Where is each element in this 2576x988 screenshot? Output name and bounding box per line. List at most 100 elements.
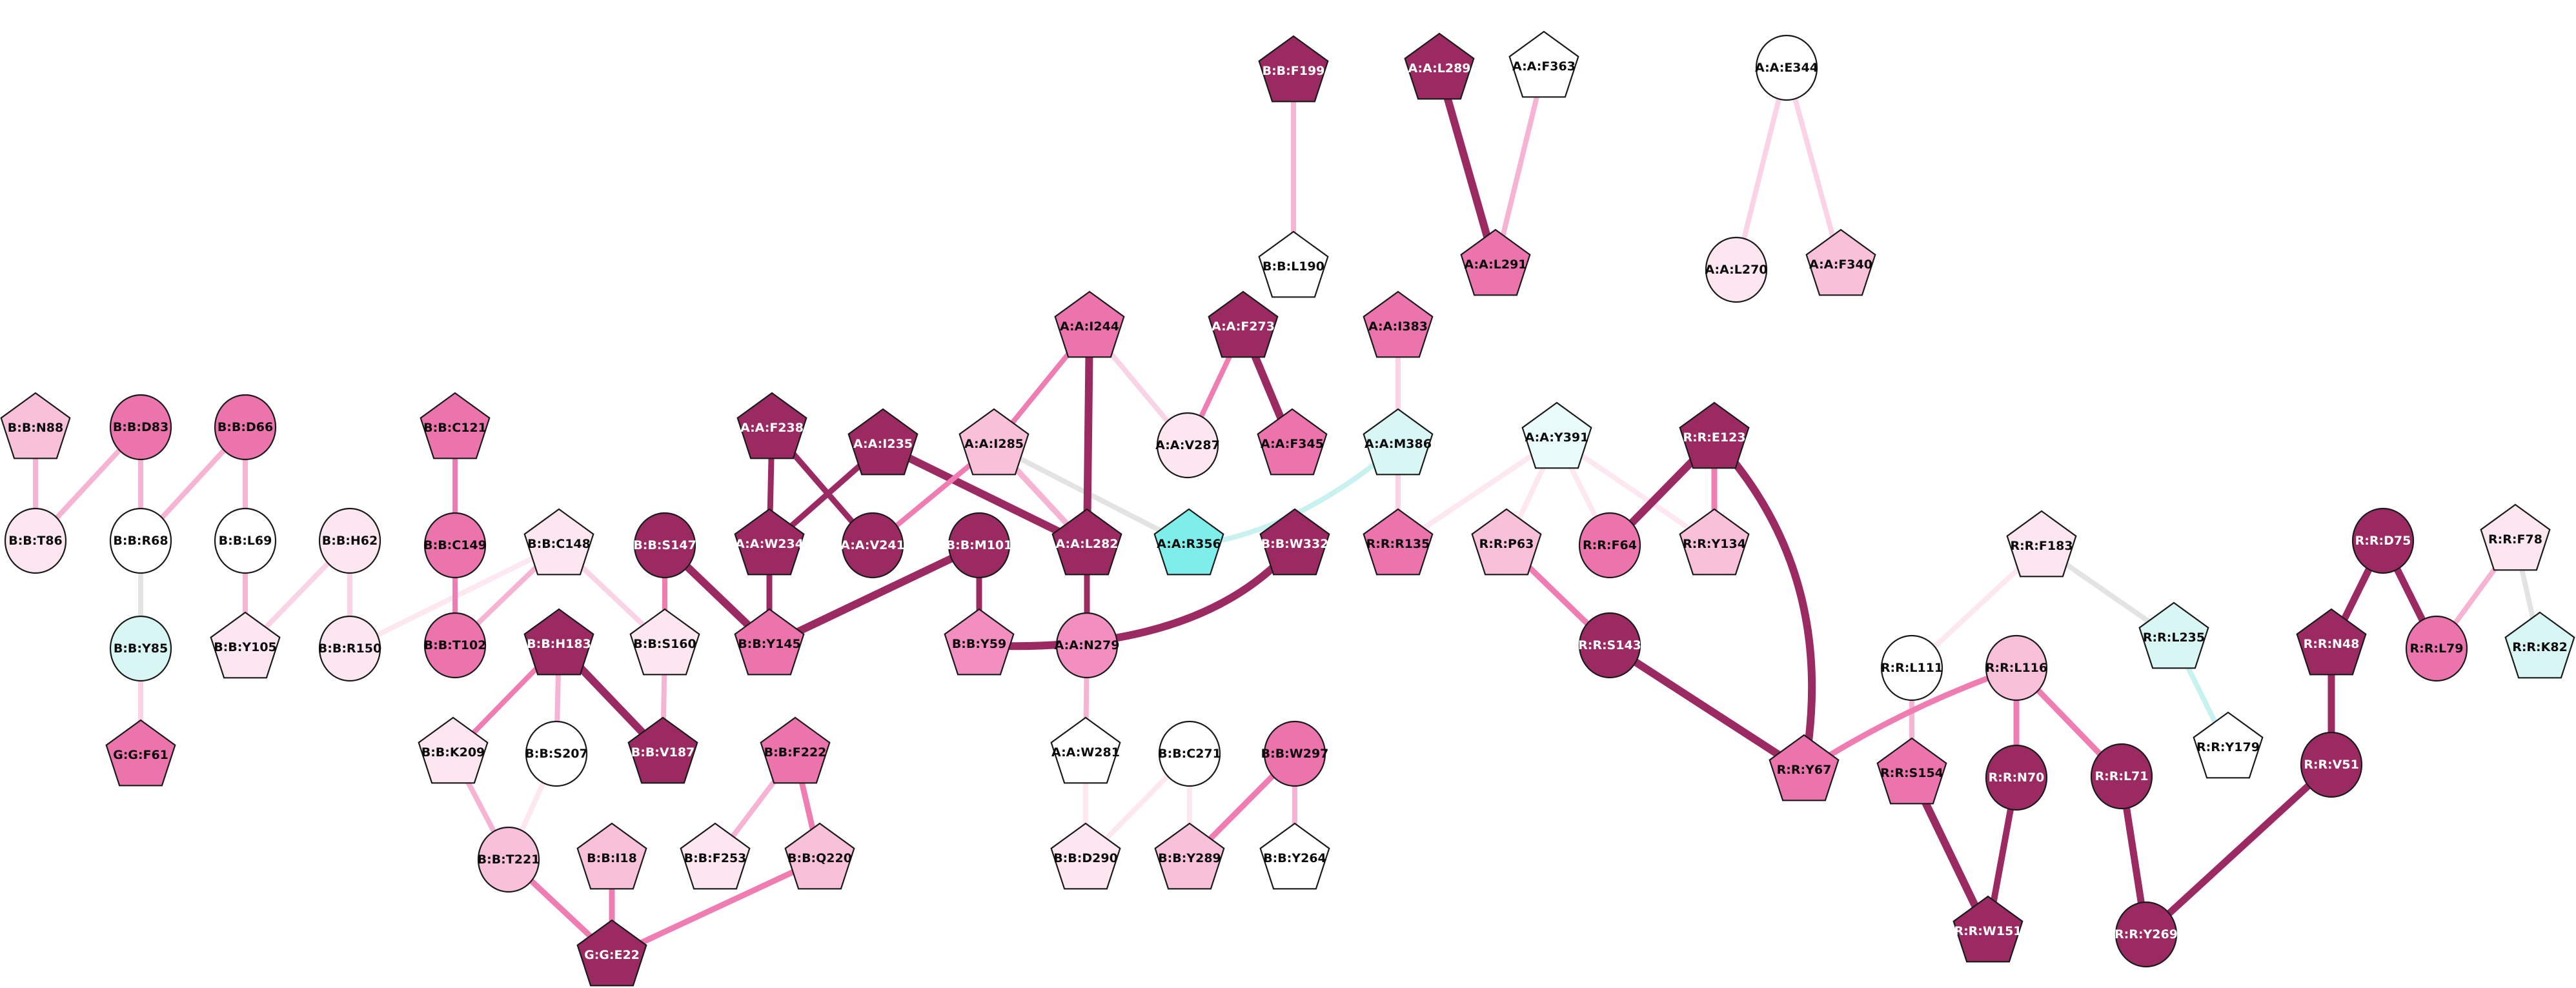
pentagon-node-shape <box>680 822 751 890</box>
pentagon-node-shape <box>958 408 1029 476</box>
node-A:A:W281[interactable]: A:A:W281 <box>1050 716 1121 784</box>
node-B:B:S147[interactable]: B:B:S147 <box>633 512 696 579</box>
pentagon-node-shape <box>1404 32 1475 100</box>
node-layer: B:B:F199 B:B:L190 A:A:L289 A:A:F363 A:A:L291… <box>0 30 2575 987</box>
node-R:R:Y179[interactable]: R:R:Y179 <box>2193 711 2264 779</box>
node-A:A:L270[interactable]: A:A:L270 <box>1705 236 1768 303</box>
node-A:A:F340[interactable]: A:A:F340 <box>1805 228 1876 296</box>
node-A:A:Y391[interactable]: A:A:Y391 <box>1521 401 1592 469</box>
node-A:A:V241[interactable]: A:A:V241 <box>840 512 905 579</box>
node-B:B:H183[interactable]: B:B:H183 <box>523 608 594 676</box>
node-B:B:Q220[interactable]: B:B:Q220 <box>784 822 855 890</box>
pentagon-node-shape <box>1876 737 1947 805</box>
node-A:A:F345[interactable]: A:A:F345 <box>1257 408 1328 476</box>
node-A:A:V287[interactable]: A:A:V287 <box>1155 412 1220 479</box>
node-R:R:Y269[interactable]: R:R:Y269 <box>2115 901 2178 968</box>
node-G:G:F61[interactable]: G:G:F61 <box>105 719 176 787</box>
node-B:B:F199[interactable]: B:B:F199 <box>1258 35 1329 103</box>
node-B:B:C148[interactable]: B:B:C148 <box>523 508 594 576</box>
node-B:B:F222[interactable]: B:B:F222 <box>760 716 831 784</box>
edge-E344-L270 <box>1734 65 1789 272</box>
node-A:A:M386[interactable]: A:A:M386 <box>1363 408 1434 476</box>
node-B:B:S207[interactable]: B:B:S207 <box>525 720 588 787</box>
circle-node-shape <box>1985 634 2048 701</box>
node-R:R:V51[interactable]: R:R:V51 <box>2300 731 2363 798</box>
node-B:B:Y264[interactable]: B:B:Y264 <box>1259 822 1330 890</box>
pentagon-node-shape <box>760 716 831 784</box>
node-A:A:W234[interactable]: A:A:W234 <box>734 508 805 576</box>
node-A:A:F363[interactable]: A:A:F363 <box>1508 30 1579 98</box>
node-B:B:D83[interactable]: B:B:D83 <box>109 394 172 461</box>
node-B:B:T221[interactable]: B:B:T221 <box>477 826 540 893</box>
node-A:A:R356[interactable]: A:A:R356 <box>1153 508 1224 576</box>
node-B:B:W332[interactable]: B:B:W332 <box>1259 508 1330 576</box>
node-A:A:L291[interactable]: A:A:L291 <box>1460 228 1531 296</box>
node-A:A:N279[interactable]: A:A:N279 <box>1055 612 1120 679</box>
node-B:B:L190[interactable]: B:B:L190 <box>1258 230 1329 298</box>
node-B:B:L69[interactable]: B:B:L69 <box>214 507 277 574</box>
node-A:A:F273[interactable]: A:A:F273 <box>1208 290 1279 358</box>
circle-node-shape <box>423 512 487 579</box>
edge-E123-Y67 <box>1710 435 1816 775</box>
node-A:A:I235[interactable]: A:A:I235 <box>847 408 918 476</box>
node-B:B:S160[interactable]: B:B:S160 <box>629 608 700 676</box>
circle-node-shape <box>477 826 540 893</box>
node-A:A:I383[interactable]: A:A:I383 <box>1363 290 1434 358</box>
circle-node-shape <box>214 507 277 574</box>
node-R:R:F64[interactable]: R:R:F64 <box>1578 512 1641 579</box>
node-A:A:L289[interactable]: A:A:L289 <box>1404 32 1475 100</box>
node-R:R:F78[interactable]: R:R:F78 <box>2480 503 2551 571</box>
node-B:B:C149[interactable]: B:B:C149 <box>423 512 487 579</box>
circle-node-shape <box>2090 743 2153 810</box>
node-R:R:Y67[interactable]: R:R:Y67 <box>1769 734 1840 801</box>
node-B:B:H62[interactable]: B:B:H62 <box>318 507 381 574</box>
node-R:R:L111[interactable]: R:R:L111 <box>1881 634 1943 701</box>
edge-S143-Y67 <box>1606 641 1808 775</box>
node-B:B:M101[interactable]: B:B:M101 <box>946 512 1013 579</box>
node-R:R:K82[interactable]: R:R:K82 <box>2504 611 2575 679</box>
node-B:B:C121[interactable]: B:B:C121 <box>420 392 491 459</box>
circle-node-shape <box>841 512 904 579</box>
pentagon-node-shape <box>1208 290 1279 358</box>
node-R:R:L235[interactable]: R:R:L235 <box>2138 601 2209 669</box>
node-B:B:R68[interactable]: B:B:R68 <box>109 507 172 574</box>
node-R:R:W151[interactable]: R:R:W151 <box>1952 895 2023 963</box>
node-R:R:L116[interactable]: R:R:L116 <box>1985 634 2048 701</box>
node-R:R:R135[interactable]: R:R:R135 <box>1363 508 1434 576</box>
node-B:B:F253[interactable]: B:B:F253 <box>680 822 751 890</box>
node-R:R:F183[interactable]: R:R:F183 <box>2006 510 2077 578</box>
node-B:B:T102[interactable]: B:B:T102 <box>424 612 487 679</box>
circle-node-shape <box>2115 901 2178 968</box>
node-B:B:D66[interactable]: B:B:D66 <box>214 394 277 461</box>
node-R:R:S154[interactable]: R:R:S154 <box>1876 737 1947 805</box>
node-R:R:E123[interactable]: R:R:E123 <box>1679 401 1750 469</box>
circle-node-shape <box>1578 512 1641 579</box>
node-B:B:C271[interactable]: B:B:C271 <box>1158 720 1221 787</box>
node-R:R:N70[interactable]: R:R:N70 <box>1985 744 2048 811</box>
node-A:A:I244[interactable]: A:A:I244 <box>1054 290 1125 358</box>
pentagon-node-shape <box>1679 401 1750 469</box>
pentagon-node-shape <box>1154 822 1225 890</box>
node-A:A:E344[interactable]: A:A:E344 <box>1755 34 1818 101</box>
node-A:A:F238[interactable]: A:A:F238 <box>736 392 807 459</box>
pentagon-node-shape <box>105 719 176 787</box>
node-R:R:S143[interactable]: R:R:S143 <box>1578 612 1641 679</box>
node-B:B:Y59[interactable]: B:B:Y59 <box>944 608 1015 676</box>
node-B:B:R150[interactable]: B:B:R150 <box>318 615 381 682</box>
node-R:R:N48[interactable]: R:R:N48 <box>2296 608 2367 676</box>
circle-node-shape <box>633 512 696 579</box>
node-B:B:Y85[interactable]: B:B:Y85 <box>109 615 172 682</box>
pentagon-node-shape <box>1460 228 1531 296</box>
node-R:R:L71[interactable]: R:R:L71 <box>2090 743 2153 810</box>
node-R:R:L79[interactable]: R:R:L79 <box>2405 615 2468 682</box>
edge-Y145-M101 <box>766 541 983 649</box>
node-R:R:P63[interactable]: R:R:P63 <box>1471 508 1542 576</box>
pentagon-node-shape <box>1257 408 1328 476</box>
node-B:B:T86[interactable]: B:B:T86 <box>4 507 67 574</box>
node-R:R:D75[interactable]: R:R:D75 <box>2351 507 2415 574</box>
node-R:R:Y134[interactable]: R:R:Y134 <box>1679 508 1750 576</box>
node-B:B:I18[interactable]: B:B:I18 <box>576 822 647 890</box>
node-B:B:N88[interactable]: B:B:N88 <box>0 392 71 459</box>
pentagon-node-shape <box>1521 401 1592 469</box>
